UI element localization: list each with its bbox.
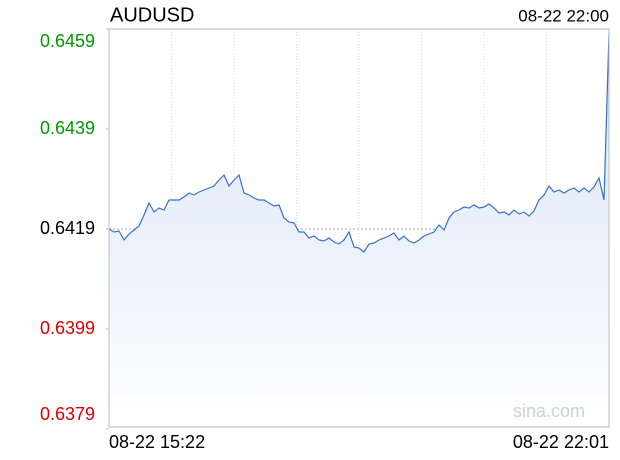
plot-border	[108, 28, 610, 428]
watermark: sina.com	[513, 401, 585, 421]
y-tick-label: 0.6399	[40, 318, 95, 338]
y-tick-label: 0.6379	[40, 404, 95, 424]
price-line	[108, 32, 610, 253]
timestamp: 08-22 22:00	[518, 6, 609, 25]
area	[109, 33, 609, 427]
y-tick-label: 0.6419	[40, 218, 95, 238]
x-tick-label: 08-22 15:22	[109, 432, 205, 452]
x-tick-label: 08-22 22:01	[513, 432, 609, 452]
y-tick-label: 0.6459	[40, 31, 95, 51]
y-tick-label: 0.6439	[40, 118, 95, 138]
chart-title: AUDUSD	[110, 4, 194, 26]
